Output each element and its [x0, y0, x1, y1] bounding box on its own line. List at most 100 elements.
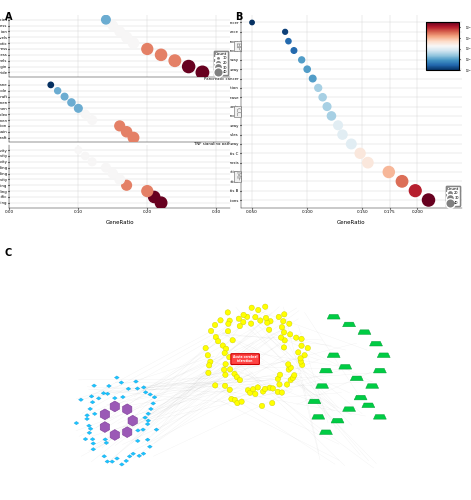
Polygon shape — [106, 384, 111, 388]
Polygon shape — [122, 404, 132, 414]
Polygon shape — [152, 396, 157, 399]
Circle shape — [213, 334, 219, 340]
Polygon shape — [114, 456, 120, 460]
Circle shape — [236, 316, 242, 322]
Polygon shape — [146, 412, 151, 416]
Circle shape — [229, 396, 234, 402]
Point — [248, 18, 256, 26]
X-axis label: GeneRatio: GeneRatio — [337, 220, 365, 225]
Polygon shape — [327, 353, 340, 358]
Polygon shape — [131, 452, 136, 456]
Circle shape — [226, 321, 231, 326]
Circle shape — [227, 366, 233, 372]
Point — [116, 28, 123, 36]
Point — [199, 68, 206, 76]
Polygon shape — [96, 396, 101, 400]
Point — [185, 62, 192, 70]
Circle shape — [265, 320, 270, 326]
Circle shape — [212, 322, 218, 328]
Polygon shape — [141, 452, 146, 456]
Polygon shape — [148, 392, 153, 396]
Text: MF: MF — [235, 172, 240, 181]
Polygon shape — [74, 422, 79, 425]
Point — [68, 98, 75, 106]
Polygon shape — [128, 416, 138, 426]
Polygon shape — [141, 428, 146, 432]
Point — [171, 56, 179, 64]
Polygon shape — [119, 381, 124, 384]
Polygon shape — [146, 419, 151, 422]
Point — [89, 158, 96, 166]
Point — [123, 34, 130, 42]
Text: C: C — [5, 248, 12, 258]
Point — [47, 81, 55, 89]
Point — [323, 102, 331, 110]
Polygon shape — [135, 387, 140, 390]
Circle shape — [281, 318, 286, 324]
Point — [281, 28, 289, 36]
Polygon shape — [319, 368, 333, 373]
Circle shape — [237, 324, 243, 329]
Polygon shape — [358, 330, 371, 334]
Polygon shape — [103, 438, 108, 441]
Point — [425, 196, 432, 204]
Circle shape — [230, 338, 236, 343]
Circle shape — [256, 308, 261, 312]
Circle shape — [208, 328, 214, 334]
Circle shape — [278, 335, 284, 340]
Polygon shape — [327, 314, 340, 319]
Point — [116, 122, 123, 130]
Text: Acute cerebral
infarction: Acute cerebral infarction — [233, 355, 257, 364]
Circle shape — [222, 350, 227, 356]
Point — [309, 74, 317, 82]
Circle shape — [269, 400, 275, 406]
Circle shape — [260, 403, 265, 408]
Circle shape — [260, 389, 266, 394]
Polygon shape — [136, 428, 140, 432]
Point — [116, 176, 123, 184]
Circle shape — [248, 321, 254, 326]
Circle shape — [252, 392, 258, 396]
Circle shape — [286, 321, 292, 326]
Circle shape — [232, 398, 237, 402]
Circle shape — [292, 372, 297, 378]
Polygon shape — [114, 376, 119, 380]
Circle shape — [282, 338, 287, 343]
Text: CC: CC — [235, 106, 240, 116]
Polygon shape — [342, 322, 356, 327]
Legend: 10, 20, 30, 40: 10, 20, 30, 40 — [214, 50, 228, 76]
Polygon shape — [342, 407, 356, 412]
Point — [412, 186, 419, 194]
Point — [339, 130, 346, 138]
Point — [123, 181, 130, 189]
Circle shape — [215, 338, 221, 344]
Circle shape — [252, 314, 258, 320]
Circle shape — [258, 318, 263, 323]
Circle shape — [235, 400, 240, 406]
Circle shape — [277, 382, 282, 387]
Point — [102, 164, 110, 172]
Circle shape — [227, 318, 232, 324]
Circle shape — [262, 386, 268, 392]
Circle shape — [299, 343, 304, 348]
Polygon shape — [88, 427, 93, 430]
Polygon shape — [110, 460, 114, 464]
Point — [385, 168, 392, 176]
Circle shape — [251, 386, 256, 392]
Circle shape — [245, 388, 251, 393]
Circle shape — [262, 304, 268, 310]
Polygon shape — [145, 422, 150, 426]
Polygon shape — [122, 426, 132, 438]
Circle shape — [227, 387, 232, 392]
Point — [303, 65, 311, 73]
Polygon shape — [83, 438, 88, 441]
Polygon shape — [134, 380, 138, 384]
Circle shape — [208, 359, 213, 364]
Polygon shape — [374, 368, 386, 373]
Circle shape — [284, 382, 290, 387]
Circle shape — [263, 316, 268, 320]
Circle shape — [212, 382, 218, 388]
Polygon shape — [89, 394, 94, 398]
Legend: 20, 30, 40: 20, 30, 40 — [446, 186, 460, 206]
Polygon shape — [362, 403, 375, 407]
